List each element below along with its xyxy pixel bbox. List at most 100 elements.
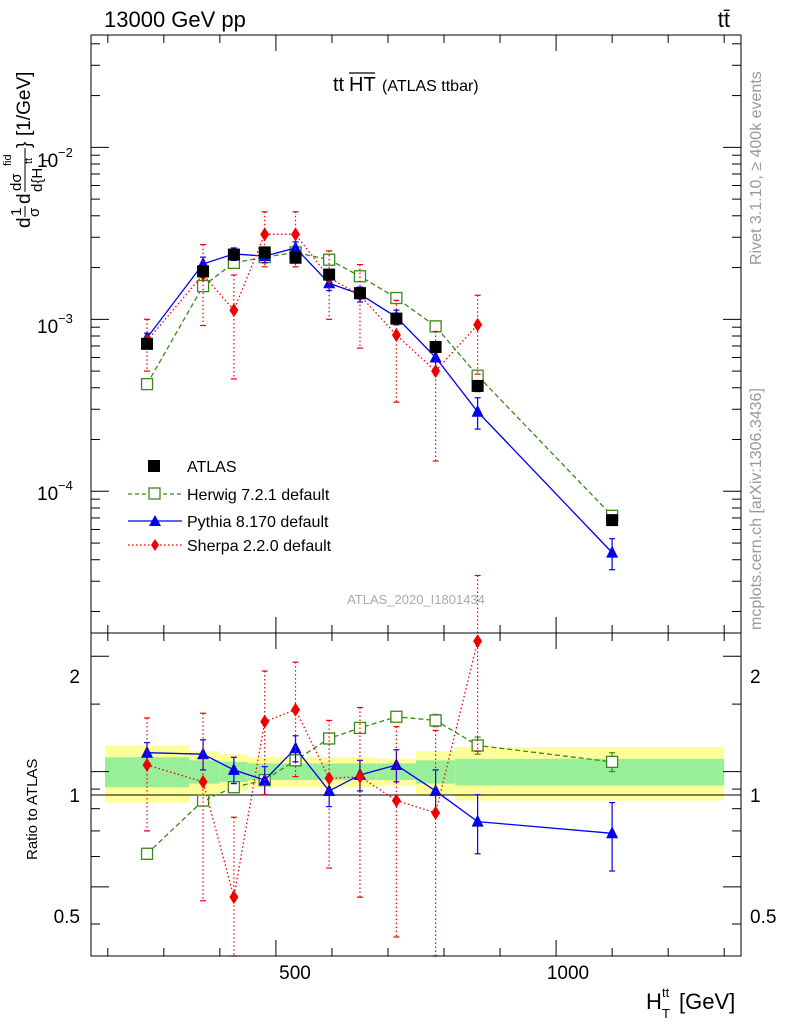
- xtick-label-500: 500: [279, 963, 311, 984]
- main-point-herwig: [429, 320, 442, 333]
- ratio-ytick-label-05-left: 0.5: [54, 907, 80, 928]
- xlabel-sup: tt: [662, 985, 670, 1000]
- ratio-point-sherpa: [391, 793, 401, 808]
- ratio-point-sherpa: [260, 714, 270, 729]
- ratio-point-pythia: [323, 783, 336, 796]
- legend-marker-herwig: [148, 487, 161, 500]
- main-series-sherpa: [142, 211, 483, 462]
- ratio-band-inner: [189, 760, 220, 784]
- ratio-point-pythia: [197, 747, 210, 760]
- ytick-label-exp: −4: [58, 478, 73, 493]
- ratio-point-sherpa: [324, 771, 334, 786]
- header-process-label: tt̄: [718, 7, 730, 32]
- main-line-herwig: [146, 251, 613, 517]
- ylabel-den2-sup: tt: [23, 158, 35, 164]
- ratio-point-sherpa: [198, 774, 208, 789]
- ratio-point-herwig: [196, 794, 210, 807]
- legend-label-atlas: ATLAS: [187, 459, 237, 476]
- legend: ATLAS Herwig 7.2.1 default Pythia 8.170 …: [128, 459, 332, 555]
- ratio-point-sherpa: [355, 769, 365, 784]
- ytick-label-exp: −3: [58, 311, 73, 326]
- main-ylabel: d 1 σ d dσ fid d{H tt T } [1/GeV]: [2, 72, 53, 228]
- ratio-ticks: [91, 633, 741, 956]
- header-energy-label: 13000 GeV pp: [104, 7, 246, 32]
- ratio-point-pythia: [227, 762, 240, 775]
- ratio-point-pythia: [141, 745, 154, 758]
- main-point-atlas: [353, 287, 366, 300]
- legend-label-pythia: Pythia 8.170 default: [187, 514, 329, 531]
- ratio-line-sherpa: [146, 640, 479, 898]
- ylabel-unit: [1/GeV]: [14, 72, 35, 136]
- main-point-herwig: [390, 291, 403, 305]
- ytick-label-1e-4: 10 −4: [37, 478, 73, 505]
- ratio-point-pythia: [606, 826, 619, 839]
- ratio-point-herwig: [140, 847, 154, 860]
- x-axis-label: H tt T [GeV]: [646, 985, 735, 1021]
- ratio-frame: [90, 632, 742, 957]
- main-point-atlas: [197, 265, 210, 278]
- main-line-sherpa: [146, 233, 479, 373]
- ratio-point-herwig: [471, 739, 484, 752]
- ratio-ytick-label-2-left: 2: [69, 667, 80, 688]
- xlabel-sub: T: [662, 1006, 670, 1021]
- main-point-herwig: [353, 270, 367, 283]
- main-point-atlas: [471, 379, 484, 392]
- main-ticks: [91, 35, 741, 633]
- ratio-series-sherpa: [142, 574, 483, 957]
- main-point-atlas: [141, 337, 154, 350]
- main-series-layer: [140, 211, 619, 571]
- ratio-point-sherpa: [229, 890, 239, 905]
- ratio-point-pythia: [471, 814, 484, 827]
- ylabel-den2-close: }: [14, 142, 35, 148]
- mcplots-label: mcplots.cern.ch [arXiv:1306.3436]: [748, 388, 765, 630]
- main-point-atlas: [606, 514, 619, 527]
- ratio-series-pythia: [141, 735, 619, 872]
- main-point-sherpa: [473, 317, 483, 332]
- main-panel: tt HT (ATLAS ttbar) d 1 σ d dσ fid d{H t…: [2, 34, 742, 634]
- ylabel-num1: 1: [8, 208, 25, 216]
- plot-title: tt HT (ATLAS ttbar): [333, 72, 479, 96]
- main-point-atlas: [429, 341, 442, 354]
- main-point-sherpa: [391, 328, 401, 343]
- ytick-label-1e-2: 10 −2: [37, 145, 73, 172]
- plot-title-suffix: (ATLAS ttbar): [382, 78, 479, 95]
- ytick-label-base: 10: [37, 484, 58, 505]
- ratio-point-herwig: [322, 732, 336, 745]
- main-point-sherpa: [229, 303, 239, 318]
- ratio-point-sherpa: [291, 702, 301, 717]
- legend-marker-pythia: [149, 515, 161, 526]
- xlabel-main: H: [646, 989, 662, 1014]
- ratio-panel: Ratio to ATLAS 2 1 0.5 2 1 0.5 500 1000 …: [24, 574, 776, 1021]
- xlabel-unit: [GeV]: [679, 989, 735, 1014]
- ratio-point-sherpa: [142, 758, 152, 773]
- main-line-pythia: [146, 247, 613, 554]
- ylabel-d1: d: [14, 217, 35, 228]
- main-point-pythia: [289, 240, 302, 253]
- ratio-ylabel: Ratio to ATLAS: [24, 759, 41, 860]
- ytick-label-1e-3: 10 −3: [37, 311, 73, 338]
- ratio-point-herwig: [605, 755, 619, 769]
- main-point-atlas: [227, 248, 240, 261]
- legend-marker-atlas: [148, 460, 160, 472]
- main-point-pythia: [471, 404, 484, 417]
- main-point-atlas: [258, 246, 271, 259]
- main-point-sherpa: [260, 227, 270, 242]
- main-series-atlas: [141, 246, 619, 527]
- ratio-point-sherpa: [473, 634, 483, 649]
- xtick-label-1000: 1000: [547, 963, 589, 984]
- ratio-ytick-label-05-right: 0.5: [750, 907, 776, 928]
- legend-entry-pythia: Pythia 8.170 default: [128, 514, 329, 531]
- plot-title-tt: tt: [333, 74, 345, 96]
- main-point-herwig: [140, 377, 154, 391]
- ratio-point-pythia: [429, 783, 442, 796]
- legend-marker-sherpa: [151, 539, 159, 551]
- ratio-point-herwig: [390, 710, 403, 723]
- plot-title-ht: HT: [349, 74, 376, 96]
- main-point-atlas: [289, 251, 302, 264]
- ratio-point-herwig: [429, 714, 442, 727]
- legend-label-herwig: Herwig 7.2.1 default: [187, 487, 330, 504]
- ylabel-den2: d{H: [29, 168, 46, 192]
- main-point-atlas: [323, 268, 336, 281]
- ratio-ytick-label-1-right: 1: [750, 786, 761, 807]
- main-point-sherpa: [291, 227, 301, 242]
